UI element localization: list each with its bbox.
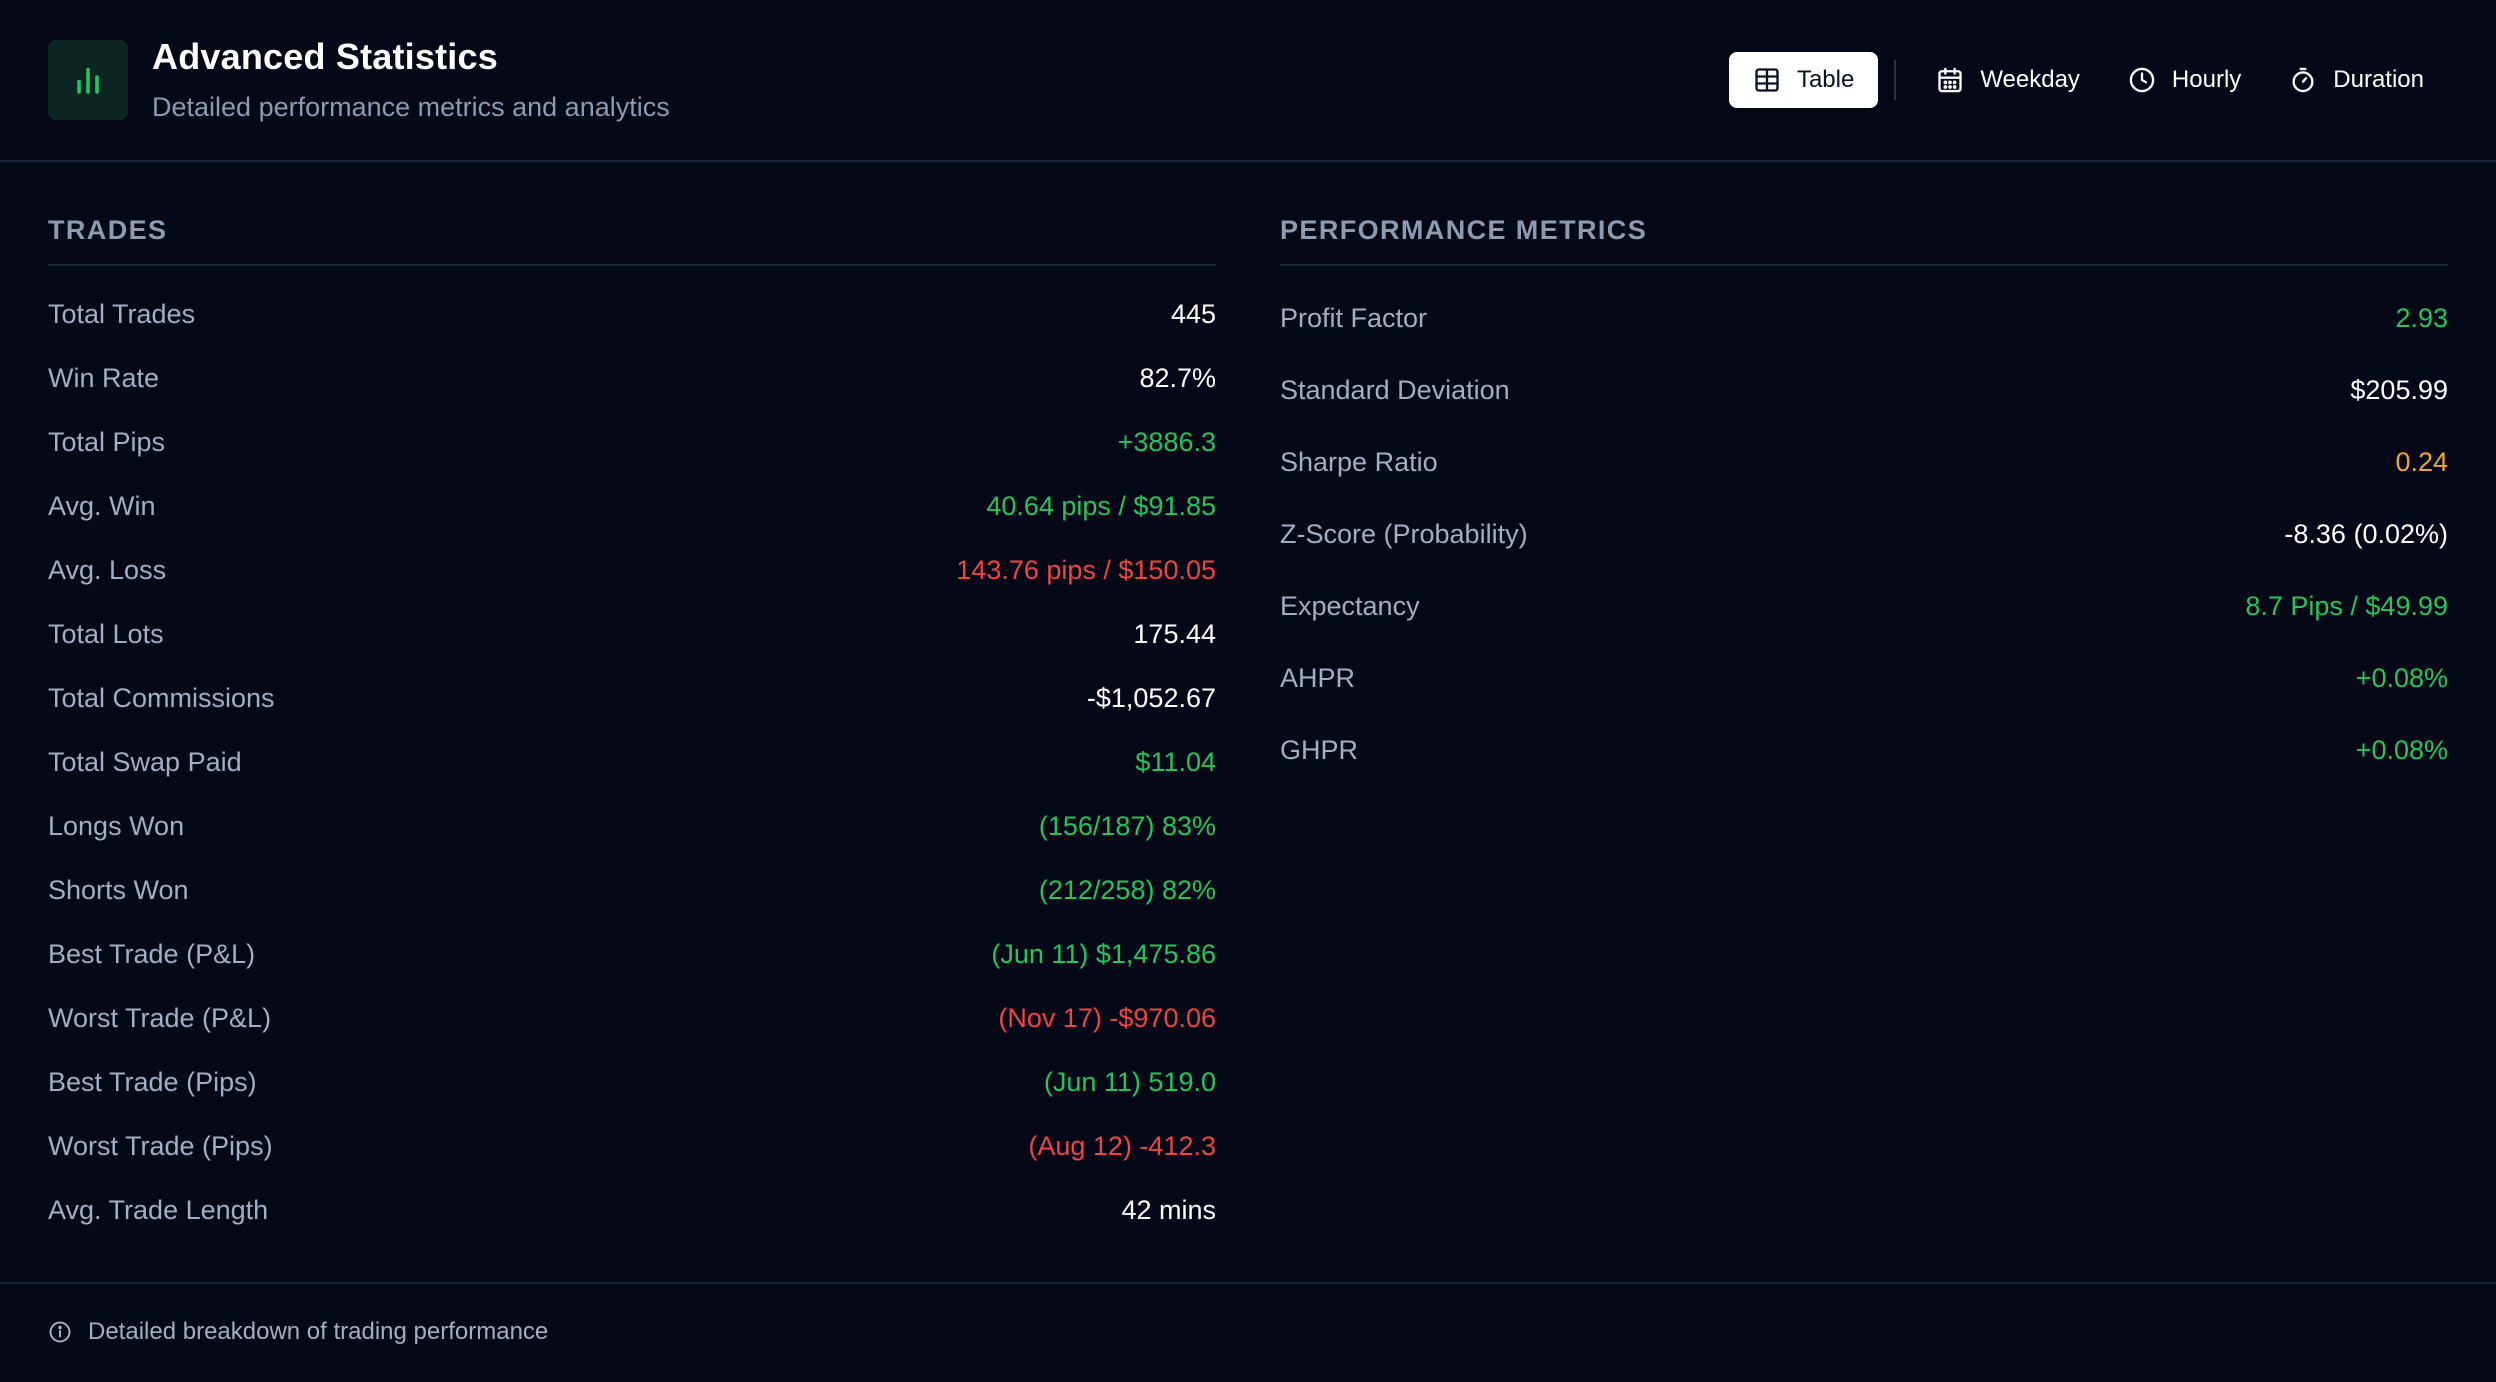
- stat-label: Z-Score (Probability): [1280, 518, 1528, 549]
- tab-label: Table: [1796, 66, 1855, 93]
- stat-row: Longs Won (156/187) 83%: [48, 794, 1216, 858]
- stat-label: Total Pips: [48, 426, 166, 457]
- panel-footer: Detailed breakdown of trading performanc…: [0, 1282, 2496, 1382]
- performance-metrics-section: PERFORMANCE METRICS Profit Factor 2.93 Sta…: [1280, 206, 2448, 786]
- section-title: TRADES: [48, 206, 1216, 266]
- stat-row: Total Commissions -$1,052.67: [48, 666, 1216, 730]
- stat-row: Shorts Won (212/258) 82%: [48, 858, 1216, 922]
- stat-row: Z-Score (Probability) -8.36 (0.02%): [1280, 498, 2448, 570]
- stat-row: Win Rate 82.7%: [48, 346, 1216, 410]
- stat-value: +0.08%: [2355, 662, 2448, 693]
- page-subtitle: Detailed performance metrics and analyti…: [152, 92, 670, 122]
- stat-label: Avg. Win: [48, 490, 156, 521]
- stat-label: Best Trade (Pips): [48, 1066, 257, 1097]
- clock-icon: [2128, 66, 2156, 94]
- stat-row: Worst Trade (Pips) (Aug 12) -412.3: [48, 1114, 1216, 1178]
- bar-chart-icon: [48, 40, 128, 120]
- stat-row: Total Trades 445: [48, 282, 1216, 346]
- stat-row: Avg. Loss 143.76 pips / $150.05: [48, 538, 1216, 602]
- stat-label: Win Rate: [48, 362, 160, 393]
- tab-duration[interactable]: Duration: [2265, 52, 2448, 108]
- stat-value: 0.24: [2395, 446, 2448, 477]
- page-title: Advanced Statistics: [152, 36, 498, 77]
- stat-row: Profit Factor 2.93: [1280, 282, 2448, 354]
- stat-label: Worst Trade (P&L): [48, 1002, 272, 1033]
- stat-row: Expectancy 8.7 Pips / $49.99: [1280, 570, 2448, 642]
- stat-row: Standard Deviation $205.99: [1280, 354, 2448, 426]
- stat-value: (Jun 11) 519.0: [1043, 1066, 1216, 1097]
- stat-value: (Aug 12) -412.3: [1028, 1130, 1216, 1161]
- stat-value: $205.99: [2350, 374, 2448, 405]
- tab-hourly[interactable]: Hourly: [2104, 52, 2265, 108]
- view-tabs: Table: [1728, 52, 2448, 108]
- stat-value: (156/187) 83%: [1038, 810, 1216, 841]
- stat-value: 445: [1170, 298, 1216, 329]
- stat-label: AHPR: [1280, 662, 1356, 693]
- tab-label: Weekday: [1980, 66, 2080, 93]
- stat-row: Total Lots 175.44: [48, 602, 1216, 666]
- stat-row: Avg. Trade Length 42 mins: [48, 1178, 1216, 1242]
- stat-value: +3886.3: [1117, 426, 1216, 457]
- stat-row: Worst Trade (P&L) (Nov 17) -$970.06: [48, 986, 1216, 1050]
- stat-label: Expectancy: [1280, 590, 1420, 621]
- tab-divider: [1894, 60, 1897, 100]
- stat-value: -$1,052.67: [1086, 682, 1216, 713]
- stat-value: 82.7%: [1139, 362, 1216, 393]
- tab-label: Hourly: [2171, 66, 2242, 93]
- tab-weekday[interactable]: Weekday: [1912, 52, 2104, 108]
- trades-stat-list: Total Trades 445 Win Rate 82.7% Total Pips +3…: [48, 266, 1216, 1242]
- trades-section: TRADES Total Trades 445 Win Rate 82.7% Total…: [48, 206, 1216, 1242]
- stat-label: Best Trade (P&L): [48, 938, 256, 969]
- calendar-icon: [1936, 66, 1964, 94]
- stat-label: Avg. Loss: [48, 554, 167, 585]
- footer-text: Detailed breakdown of trading performanc…: [88, 1318, 549, 1345]
- info-icon: [48, 1320, 72, 1344]
- stopwatch-icon: [2289, 66, 2317, 94]
- stat-row: Avg. Win 40.64 pips / $91.85: [48, 474, 1216, 538]
- stat-label: Avg. Trade Length: [48, 1194, 269, 1225]
- stat-label: Total Lots: [48, 618, 164, 649]
- stat-label: Worst Trade (Pips): [48, 1130, 273, 1161]
- stat-value: (212/258) 82%: [1038, 874, 1216, 905]
- stat-label: GHPR: [1280, 734, 1359, 765]
- tab-label: Duration: [2333, 66, 2424, 93]
- stat-row: Sharpe Ratio 0.24: [1280, 426, 2448, 498]
- stat-row: Total Swap Paid $11.04: [48, 730, 1216, 794]
- performance-stat-list: Profit Factor 2.93 Standard Deviation $205.…: [1280, 266, 2448, 786]
- stat-label: Sharpe Ratio: [1280, 446, 1438, 477]
- stat-label: Total Swap Paid: [48, 746, 242, 777]
- stat-label: Standard Deviation: [1280, 374, 1510, 405]
- stat-value: 143.76 pips / $150.05: [956, 554, 1216, 585]
- stat-value: 2.93: [2395, 302, 2448, 333]
- stat-value: 8.7 Pips / $49.99: [2245, 590, 2448, 621]
- stat-row: Best Trade (Pips) (Jun 11) 519.0: [48, 1050, 1216, 1114]
- stat-row: Total Pips +3886.3: [48, 410, 1216, 474]
- table-icon: [1753, 66, 1781, 94]
- stat-label: Total Trades: [48, 298, 196, 329]
- section-title: PERFORMANCE METRICS: [1280, 206, 2448, 266]
- stat-value: -8.36 (0.02%): [2284, 518, 2448, 549]
- stat-value: (Jun 11) $1,475.86: [991, 938, 1216, 969]
- stat-label: Profit Factor: [1280, 302, 1428, 333]
- stat-label: Shorts Won: [48, 874, 189, 905]
- stat-label: Total Commissions: [48, 682, 275, 713]
- stat-value: (Nov 17) -$970.06: [998, 1002, 1216, 1033]
- stat-value: +0.08%: [2355, 734, 2448, 765]
- stat-row: Best Trade (P&L) (Jun 11) $1,475.86: [48, 922, 1216, 986]
- stat-value: $11.04: [1135, 746, 1216, 777]
- tab-table[interactable]: Table: [1728, 52, 1879, 108]
- stat-value: 175.44: [1133, 618, 1216, 649]
- stat-value: 42 mins: [1121, 1194, 1216, 1225]
- stat-label: Longs Won: [48, 810, 185, 841]
- panel-header: Advanced Statistics Detailed performance…: [0, 0, 2496, 162]
- stat-row: AHPR +0.08%: [1280, 642, 2448, 714]
- stat-value: 40.64 pips / $91.85: [986, 490, 1216, 521]
- stat-row: GHPR +0.08%: [1280, 714, 2448, 786]
